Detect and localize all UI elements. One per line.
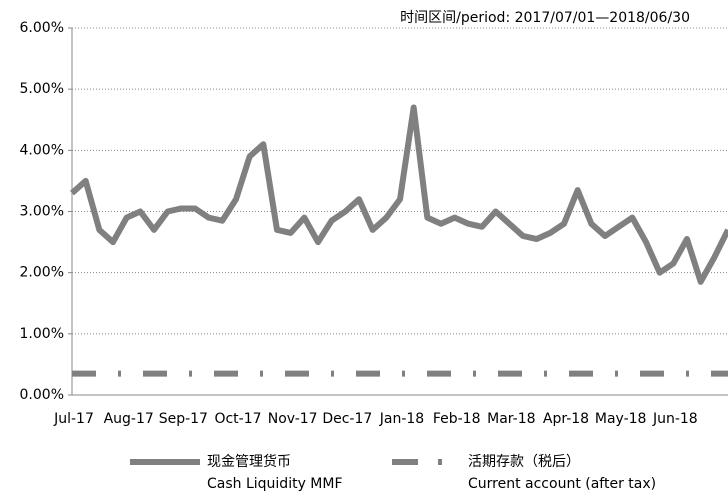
y-tick-label: 0.00%	[20, 387, 64, 403]
x-tick-label: Sep-17	[159, 411, 208, 427]
x-tick-label: May-18	[595, 411, 647, 427]
x-tick-label: Jun-18	[652, 411, 698, 427]
legend-label: 活期存款（税后） Current account (after tax)	[468, 454, 657, 492]
legend-label: 现金管理货币 Cash Liquidity MMF	[207, 454, 343, 492]
y-tick-label: 4.00%	[20, 142, 64, 158]
x-tick-label: Jul-17	[53, 411, 94, 427]
x-tick-label: Oct-17	[214, 411, 261, 427]
x-tick-label: Apr-18	[543, 411, 589, 427]
y-tick-label: 3.00%	[20, 204, 64, 220]
chart-title: 时间区间/period: 2017/07/01—2018/06/30	[400, 10, 690, 26]
x-tick-label: Feb-18	[433, 411, 481, 427]
series-line	[69, 104, 728, 285]
x-tick-label: Nov-17	[268, 411, 318, 427]
x-tick-label: Dec-17	[322, 411, 372, 427]
x-tick-label: Jan-18	[379, 411, 424, 427]
y-tick-label: 6.00%	[20, 20, 64, 36]
y-tick-label: 5.00%	[20, 81, 64, 97]
y-tick-label: 1.00%	[20, 326, 64, 342]
y-tick-label: 2.00%	[20, 265, 64, 281]
x-tick-label: Aug-17	[104, 411, 154, 427]
x-tick-label: Mar-18	[487, 411, 535, 427]
